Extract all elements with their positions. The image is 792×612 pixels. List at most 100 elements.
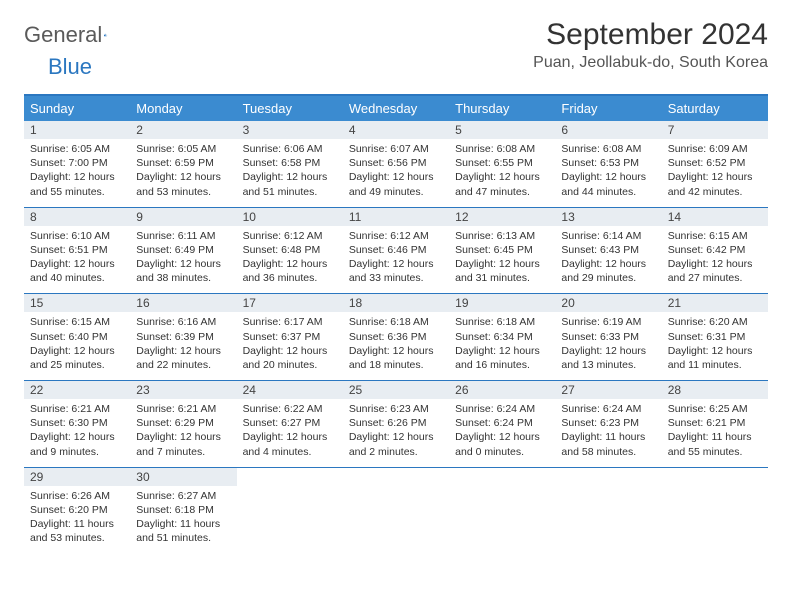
day-header: Sunday bbox=[24, 96, 130, 121]
info-line: Sunset: 6:37 PM bbox=[243, 330, 337, 344]
day-cell: 16 Sunrise: 6:16 AMSunset: 6:39 PMDayligh… bbox=[130, 294, 236, 380]
info-line: Sunset: 6:45 PM bbox=[455, 243, 549, 257]
info-line: Sunset: 6:56 PM bbox=[349, 156, 443, 170]
day-cell: 26 Sunrise: 6:24 AMSunset: 6:24 PMDayligh… bbox=[449, 381, 555, 467]
info-line: Sunrise: 6:27 AM bbox=[136, 489, 230, 503]
empty-cell bbox=[449, 468, 555, 554]
info-line: Daylight: 12 hours bbox=[455, 257, 549, 271]
day-cell: 9Sunrise: 6:11 AMSunset: 6:49 PMDaylight… bbox=[130, 208, 236, 294]
calendar: Sunday Monday Tuesday Wednesday Thursday… bbox=[24, 94, 768, 553]
day-info: Sunrise: 6:12 AMSunset: 6:46 PMDaylight:… bbox=[349, 229, 443, 286]
day-info: Sunrise: 6:15 AMSunset: 6:42 PMDaylight:… bbox=[668, 229, 762, 286]
info-line: and 20 minutes. bbox=[243, 358, 337, 372]
info-line: Daylight: 12 hours bbox=[30, 430, 124, 444]
day-info: Sunrise: 6:17 AMSunset: 6:37 PMDaylight:… bbox=[243, 315, 337, 372]
info-line: and 18 minutes. bbox=[349, 358, 443, 372]
info-line: Sunset: 6:21 PM bbox=[668, 416, 762, 430]
info-line: Sunset: 6:55 PM bbox=[455, 156, 549, 170]
brand-blue: Blue bbox=[48, 54, 92, 79]
info-line: Sunset: 6:43 PM bbox=[561, 243, 655, 257]
day-number: 19 bbox=[449, 294, 555, 312]
day-cell: 8 Sunrise: 6:10 AMSunset: 6:51 PMDaylight… bbox=[24, 208, 130, 294]
day-cell: 17 Sunrise: 6:17 AMSunset: 6:37 PMDayligh… bbox=[237, 294, 343, 380]
info-line: Sunset: 6:42 PM bbox=[668, 243, 762, 257]
info-line: Sunset: 6:20 PM bbox=[30, 503, 124, 517]
info-line: Sunrise: 6:26 AM bbox=[30, 489, 124, 503]
info-line: Daylight: 12 hours bbox=[561, 257, 655, 271]
day-info: Sunrise: 6:24 AMSunset: 6:24 PMDaylight:… bbox=[455, 402, 549, 459]
info-line: Daylight: 12 hours bbox=[243, 257, 337, 271]
info-line: Sunrise: 6:11 AM bbox=[136, 229, 230, 243]
brand-general: General bbox=[24, 22, 102, 48]
info-line: and 25 minutes. bbox=[30, 358, 124, 372]
day-number: 10 bbox=[237, 208, 343, 226]
day-cell: 21Sunrise: 6:20 AMSunset: 6:31 PMDayligh… bbox=[662, 294, 768, 380]
info-line: Daylight: 12 hours bbox=[455, 170, 549, 184]
day-cell: 23Sunrise: 6:21 AMSunset: 6:29 PMDayligh… bbox=[130, 381, 236, 467]
day-info: Sunrise: 6:21 AMSunset: 6:29 PMDaylight:… bbox=[136, 402, 230, 459]
info-line: and 9 minutes. bbox=[30, 445, 124, 459]
day-cell: 30Sunrise: 6:27 AMSunset: 6:18 PMDayligh… bbox=[130, 468, 236, 554]
weeks-container: 1Sunrise: 6:05 AMSunset: 7:00 PMDaylight… bbox=[24, 121, 768, 553]
day-cell: 20Sunrise: 6:19 AMSunset: 6:33 PMDayligh… bbox=[555, 294, 661, 380]
info-line: Sunrise: 6:24 AM bbox=[561, 402, 655, 416]
day-number: 8 bbox=[24, 208, 130, 226]
info-line: and 53 minutes. bbox=[30, 531, 124, 545]
info-line: Daylight: 12 hours bbox=[349, 344, 443, 358]
empty-cell bbox=[343, 468, 449, 554]
day-number: 1 bbox=[24, 121, 130, 139]
info-line: Daylight: 12 hours bbox=[136, 344, 230, 358]
info-line: Sunset: 6:46 PM bbox=[349, 243, 443, 257]
info-line: and 49 minutes. bbox=[349, 185, 443, 199]
day-number: 26 bbox=[449, 381, 555, 399]
brand-logo: General bbox=[24, 22, 128, 48]
day-info: Sunrise: 6:05 AMSunset: 6:59 PMDaylight:… bbox=[136, 142, 230, 199]
day-number: 6 bbox=[555, 121, 661, 139]
info-line: Daylight: 12 hours bbox=[561, 344, 655, 358]
info-line: Sunrise: 6:08 AM bbox=[561, 142, 655, 156]
info-line: Daylight: 12 hours bbox=[243, 344, 337, 358]
day-info: Sunrise: 6:18 AMSunset: 6:36 PMDaylight:… bbox=[349, 315, 443, 372]
day-number: 28 bbox=[662, 381, 768, 399]
info-line: Sunset: 6:26 PM bbox=[349, 416, 443, 430]
day-cell: 6Sunrise: 6:08 AMSunset: 6:53 PMDaylight… bbox=[555, 121, 661, 207]
info-line: Daylight: 11 hours bbox=[30, 517, 124, 531]
day-info: Sunrise: 6:08 AMSunset: 6:55 PMDaylight:… bbox=[455, 142, 549, 199]
info-line: Daylight: 12 hours bbox=[349, 430, 443, 444]
info-line: and 51 minutes. bbox=[136, 531, 230, 545]
day-info: Sunrise: 6:10 AMSunset: 6:51 PMDaylight:… bbox=[30, 229, 124, 286]
week-row: 29Sunrise: 6:26 AMSunset: 6:20 PMDayligh… bbox=[24, 468, 768, 554]
info-line: Sunrise: 6:05 AM bbox=[30, 142, 124, 156]
day-cell: 12Sunrise: 6:13 AMSunset: 6:45 PMDayligh… bbox=[449, 208, 555, 294]
day-header-row: Sunday Monday Tuesday Wednesday Thursday… bbox=[24, 96, 768, 121]
day-number: 2 bbox=[130, 121, 236, 139]
day-info: Sunrise: 6:24 AMSunset: 6:23 PMDaylight:… bbox=[561, 402, 655, 459]
day-number: 16 bbox=[130, 294, 236, 312]
info-line: Sunrise: 6:08 AM bbox=[455, 142, 549, 156]
info-line: Sunset: 6:51 PM bbox=[30, 243, 124, 257]
day-info: Sunrise: 6:15 AMSunset: 6:40 PMDaylight:… bbox=[30, 315, 124, 372]
info-line: and 42 minutes. bbox=[668, 185, 762, 199]
day-cell: 28 Sunrise: 6:25 AMSunset: 6:21 PMDayligh… bbox=[662, 381, 768, 467]
info-line: Sunrise: 6:15 AM bbox=[668, 229, 762, 243]
day-number: 30 bbox=[130, 468, 236, 486]
info-line: and 51 minutes. bbox=[243, 185, 337, 199]
day-info: Sunrise: 6:25 AMSunset: 6:21 PMDaylight:… bbox=[668, 402, 762, 459]
info-line: Sunrise: 6:21 AM bbox=[136, 402, 230, 416]
info-line: Sunset: 6:30 PM bbox=[30, 416, 124, 430]
info-line: Daylight: 12 hours bbox=[136, 430, 230, 444]
info-line: and 27 minutes. bbox=[668, 271, 762, 285]
day-info: Sunrise: 6:20 AMSunset: 6:31 PMDaylight:… bbox=[668, 315, 762, 372]
info-line: Sunset: 6:40 PM bbox=[30, 330, 124, 344]
info-line: Sunrise: 6:15 AM bbox=[30, 315, 124, 329]
day-info: Sunrise: 6:06 AMSunset: 6:58 PMDaylight:… bbox=[243, 142, 337, 199]
day-info: Sunrise: 6:16 AMSunset: 6:39 PMDaylight:… bbox=[136, 315, 230, 372]
info-line: Sunrise: 6:23 AM bbox=[349, 402, 443, 416]
day-number: 14 bbox=[662, 208, 768, 226]
info-line: Sunset: 6:53 PM bbox=[561, 156, 655, 170]
day-info: Sunrise: 6:22 AMSunset: 6:27 PMDaylight:… bbox=[243, 402, 337, 459]
day-number: 17 bbox=[237, 294, 343, 312]
info-line: Daylight: 12 hours bbox=[455, 430, 549, 444]
info-line: Daylight: 12 hours bbox=[349, 170, 443, 184]
day-cell: 24Sunrise: 6:22 AMSunset: 6:27 PMDayligh… bbox=[237, 381, 343, 467]
